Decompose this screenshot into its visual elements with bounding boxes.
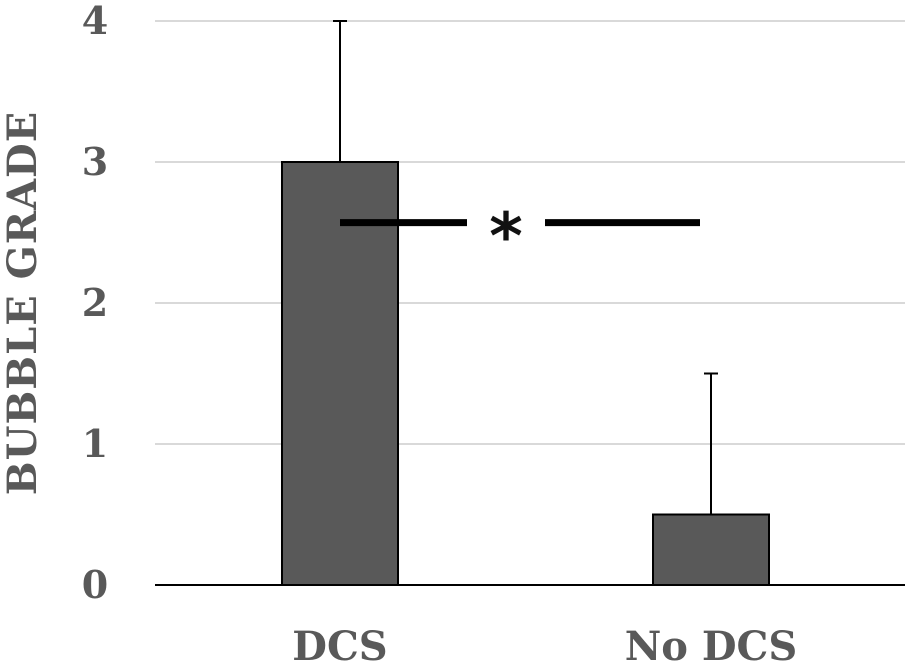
significance-marker: * bbox=[340, 201, 700, 275]
y-tick-label: 3 bbox=[82, 139, 108, 184]
bar bbox=[652, 513, 770, 586]
y-tick-label: 2 bbox=[82, 280, 108, 325]
y-tick-label: 1 bbox=[82, 421, 108, 466]
y-tick-labels: 0 1 2 3 4 bbox=[82, 0, 108, 607]
category-label: DCS bbox=[292, 623, 387, 669]
y-tick-label: 4 bbox=[82, 0, 108, 43]
bar bbox=[281, 161, 399, 586]
y-tick-label: 0 bbox=[82, 562, 108, 607]
error-bars bbox=[333, 20, 718, 515]
category-label: No DCS bbox=[625, 623, 798, 669]
significance-star: * bbox=[489, 201, 522, 275]
category-labels: DCS No DCS bbox=[292, 623, 797, 669]
gridlines bbox=[155, 20, 905, 445]
y-axis-title: BUBBLE GRADE bbox=[0, 111, 46, 495]
